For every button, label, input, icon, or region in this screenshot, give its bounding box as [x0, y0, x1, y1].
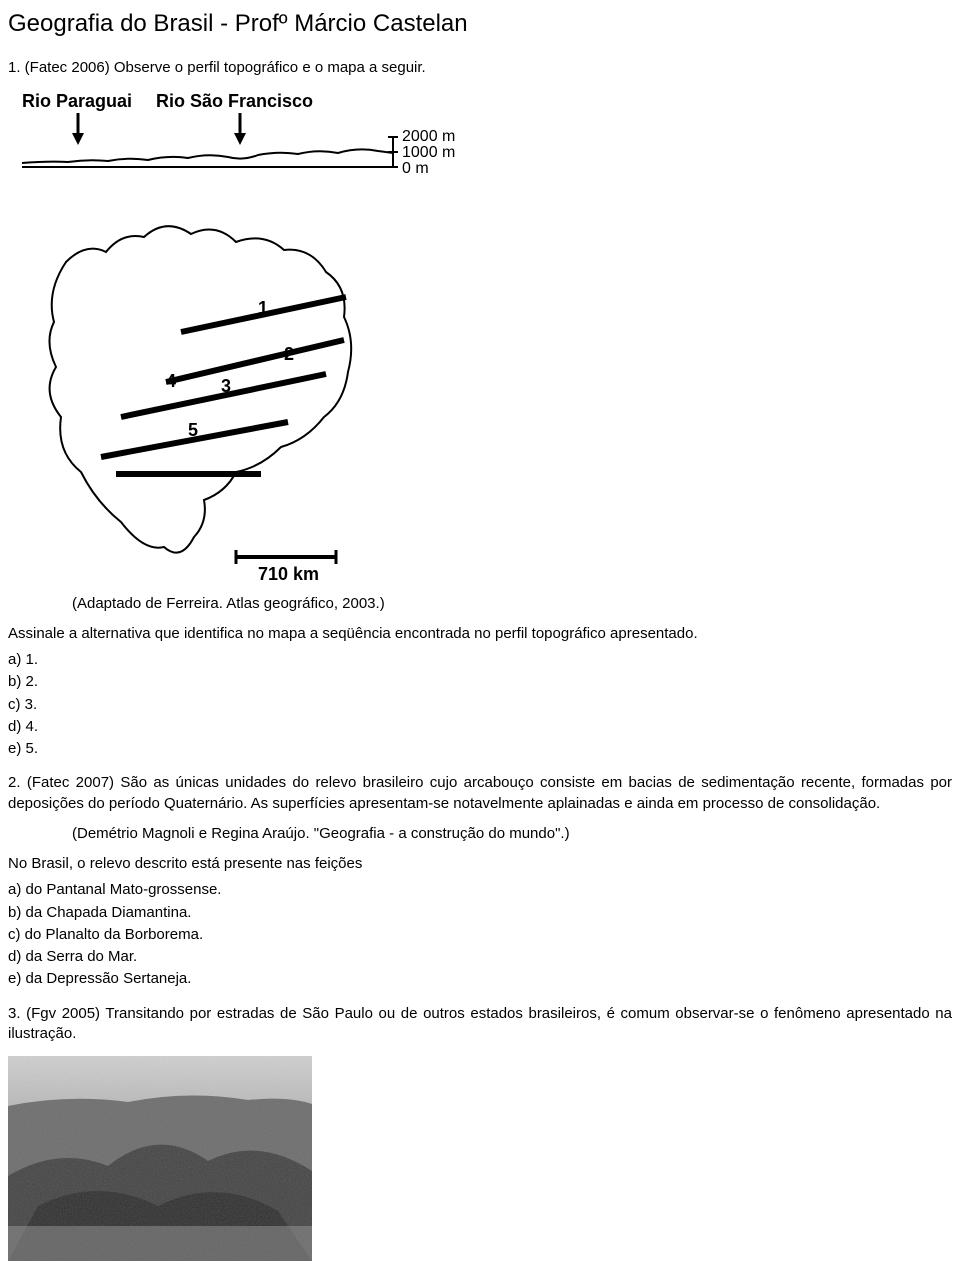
q3-photo [8, 1056, 312, 1261]
transect-1: 1 [258, 298, 268, 318]
q2-options: a) do Pantanal Mato-grossense. b) da Cha… [8, 880, 952, 989]
brazil-map-svg: 1 2 3 4 5 710 km [26, 192, 386, 582]
q1-prompt: 1. (Fatec 2006) Observe o perfil topográ… [8, 58, 952, 78]
q3-text: 3. (Fgv 2005) Transitando por estradas d… [8, 1004, 952, 1045]
transect-2: 2 [284, 344, 294, 364]
elev-1000: 1000 m [402, 144, 455, 161]
scale-label: 710 km [258, 564, 319, 582]
transect-3: 3 [221, 376, 231, 396]
q2-opt-a: a) do Pantanal Mato-grossense. [8, 880, 952, 900]
q1-options: a) 1. b) 2. c) 3. d) 4. e) 5. [8, 650, 952, 759]
profile-svg: Rio Paraguai Rio São Francisco 2000 m 10… [8, 91, 468, 186]
page-title: Geografia do Brasil - Profº Márcio Caste… [8, 8, 952, 40]
q2-opt-b: b) da Chapada Diamantina. [8, 903, 952, 923]
q1-figure: Rio Paraguai Rio São Francisco 2000 m 10… [8, 91, 952, 582]
q2-opt-e: e) da Depressão Sertaneja. [8, 969, 952, 989]
q1-opt-d: d) 4. [8, 717, 952, 737]
q1-opt-e: e) 5. [8, 739, 952, 759]
q2-text: 2. (Fatec 2007) São as únicas unidades d… [8, 773, 952, 814]
river1-label: Rio Paraguai [22, 91, 132, 111]
q2-opt-d: d) da Serra do Mar. [8, 947, 952, 967]
q1-opt-a: a) 1. [8, 650, 952, 670]
q1-caption: (Adaptado de Ferreira. Atlas geográfico,… [72, 594, 952, 614]
q1-opt-b: b) 2. [8, 672, 952, 692]
q2-opt-c: c) do Planalto da Borborema. [8, 925, 952, 945]
q1-question: Assinale a alternativa que identifica no… [8, 624, 952, 644]
river2-label: Rio São Francisco [156, 91, 313, 111]
q2-lead: No Brasil, o relevo descrito está presen… [8, 854, 952, 874]
q2-cite: (Demétrio Magnoli e Regina Araújo. "Geog… [72, 824, 952, 844]
q1-opt-c: c) 3. [8, 695, 952, 715]
elev-0: 0 m [402, 160, 429, 177]
transect-4: 4 [166, 371, 176, 391]
transect-5: 5 [188, 420, 198, 440]
elev-2000: 2000 m [402, 128, 455, 145]
